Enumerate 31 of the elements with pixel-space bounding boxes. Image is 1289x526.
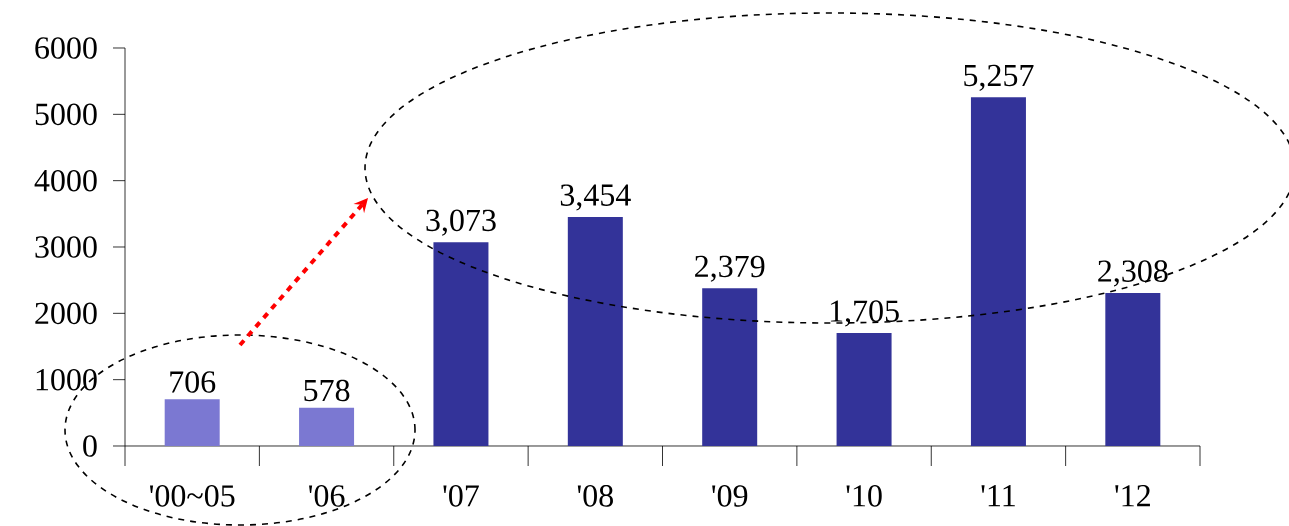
x-tick-label: '11 <box>981 485 1015 507</box>
data-label: 1,705 <box>830 300 899 327</box>
y-tick-label: 5000 <box>35 103 97 126</box>
data-label: 578 <box>304 379 350 402</box>
x-tick-label: '08 <box>577 485 613 507</box>
data-label: 3,073 <box>426 209 496 236</box>
bar <box>567 216 623 446</box>
y-tick-label: 3000 <box>35 236 97 258</box>
bar <box>702 288 758 446</box>
bar <box>1105 292 1161 446</box>
y-tick-label: 1000 <box>36 368 97 391</box>
bar <box>433 242 489 446</box>
data-label: 2,308 <box>1098 260 1168 287</box>
bar <box>970 97 1026 446</box>
y-tick-label: 0 <box>83 435 97 457</box>
data-label: 3,454 <box>560 184 631 211</box>
data-label: 2,379 <box>695 255 765 282</box>
x-tick-label: '06 <box>309 485 345 507</box>
bar <box>164 399 220 446</box>
data-label: 5,257 <box>964 64 1034 91</box>
x-tick-label: '12 <box>1115 485 1150 507</box>
y-tick-label: 6000 <box>35 37 97 59</box>
x-tick-label: '09 <box>712 485 748 507</box>
y-tick-label: 2000 <box>35 302 97 325</box>
bar <box>836 332 892 446</box>
x-tick-label: '00~05 <box>150 485 235 507</box>
x-tick-label: '10 <box>846 485 882 507</box>
x-tick-label: '07 <box>443 485 479 507</box>
y-tick-label: 4000 <box>34 169 97 192</box>
data-label: 706 <box>170 371 216 393</box>
bar <box>299 407 355 446</box>
